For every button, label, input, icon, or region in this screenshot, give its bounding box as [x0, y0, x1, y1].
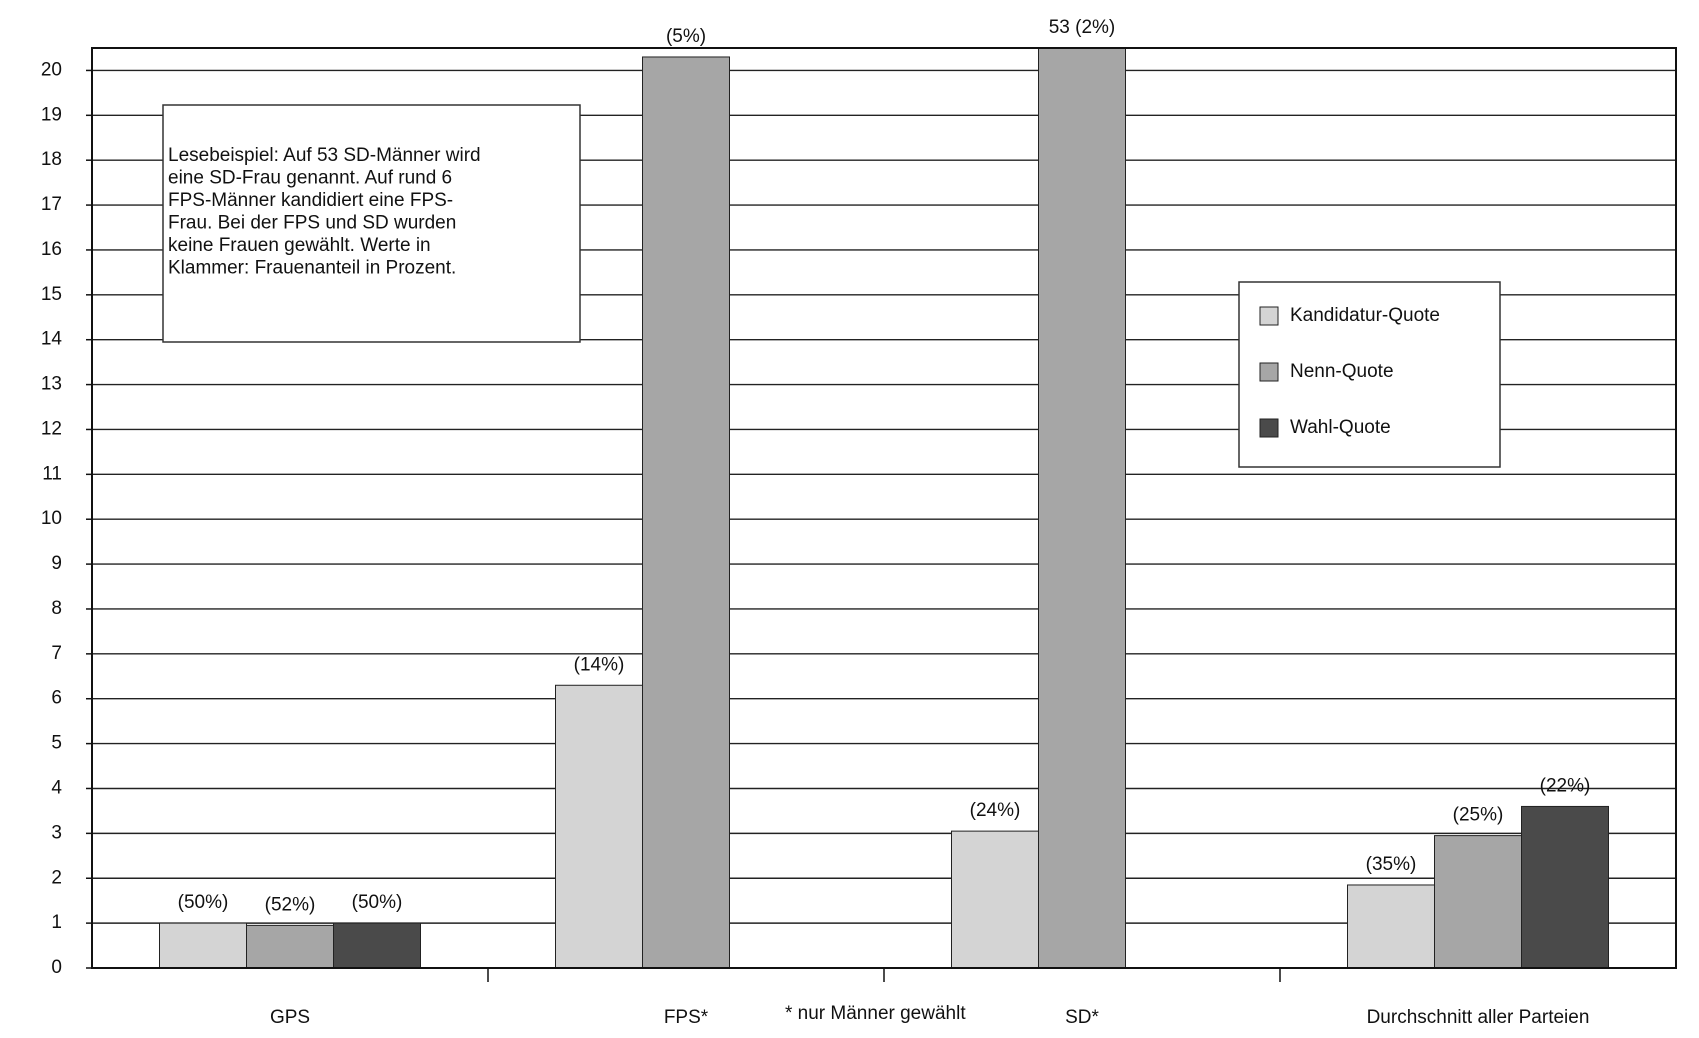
y-tick-label: 15 — [41, 284, 62, 305]
y-tick-label: 2 — [51, 867, 62, 888]
legend-label: Nenn-Quote — [1290, 361, 1394, 382]
y-tick-label: 1 — [51, 912, 62, 933]
y-tick-label: 20 — [41, 59, 62, 80]
x-tick-label: SD* — [1065, 1007, 1099, 1028]
legend-swatch — [1259, 418, 1279, 438]
y-tick-label: 9 — [51, 553, 62, 574]
bar — [1038, 48, 1126, 968]
annotation-line: Klammer: Frauenanteil in Prozent. — [168, 258, 456, 279]
footnote: * nur Männer gewählt — [785, 1003, 966, 1024]
bar — [1347, 884, 1435, 968]
x-tick-label: GPS — [270, 1007, 310, 1028]
percent-label: (24%) — [970, 800, 1021, 821]
legend-label: Kandidatur-Quote — [1290, 305, 1440, 326]
bar — [333, 922, 421, 968]
annotation-line: Lesebeispiel: Auf 53 SD-Männer wird — [168, 145, 481, 166]
bar — [642, 56, 730, 968]
y-tick-label: 0 — [51, 957, 62, 978]
y-tick-label: 13 — [41, 374, 62, 395]
percent-label: (35%) — [1366, 854, 1417, 875]
annotation-line: keine Frauen gewählt. Werte in — [168, 235, 431, 256]
percent-label: (5%) — [666, 26, 706, 47]
y-tick-label: 3 — [51, 822, 62, 843]
percent-label: (25%) — [1453, 805, 1504, 826]
bar — [159, 922, 247, 968]
y-tick-label: 11 — [42, 463, 62, 484]
legend-swatch — [1259, 306, 1279, 326]
legend-swatch — [1259, 362, 1279, 382]
x-tick-label: Durchschnitt aller Parteien — [1367, 1007, 1590, 1028]
bar — [246, 924, 334, 968]
bar — [555, 684, 643, 968]
y-tick-label: 16 — [41, 239, 62, 260]
annotation-line: Frau. Bei der FPS und SD wurden — [168, 213, 456, 234]
y-tick-label: 5 — [51, 733, 62, 754]
y-tick-label: 6 — [51, 688, 62, 709]
y-tick-label: 17 — [41, 194, 62, 215]
bar — [1434, 835, 1522, 968]
percent-label: (52%) — [265, 894, 316, 915]
percent-label: (50%) — [178, 892, 229, 913]
y-tick-label: 8 — [51, 598, 62, 619]
bar — [1521, 805, 1609, 968]
percent-label: (50%) — [352, 892, 403, 913]
y-tick-label: 7 — [51, 643, 62, 664]
y-tick-label: 18 — [41, 149, 62, 170]
bar — [951, 830, 1039, 968]
legend-label: Wahl-Quote — [1290, 417, 1391, 438]
legend-box — [1238, 281, 1501, 468]
y-tick-label: 19 — [41, 104, 62, 125]
percent-label: (22%) — [1540, 775, 1591, 796]
percent-label: (14%) — [574, 654, 625, 675]
annotation-line: FPS-Männer kandidiert eine FPS- — [168, 190, 453, 211]
y-tick-label: 12 — [41, 418, 62, 439]
percent-label: 53 (2%) — [1049, 17, 1116, 38]
x-tick-label: FPS* — [664, 1007, 709, 1028]
y-tick-label: 4 — [51, 778, 62, 799]
foreground: 01234567891011121314151617181920GPS(50%)… — [41, 17, 1590, 1028]
annotation-box — [162, 104, 581, 343]
y-tick-label: 10 — [41, 508, 62, 529]
annotation-line: eine SD-Frau genannt. Auf rund 6 — [168, 168, 452, 189]
bars — [159, 48, 1609, 968]
y-tick-label: 14 — [41, 329, 63, 350]
